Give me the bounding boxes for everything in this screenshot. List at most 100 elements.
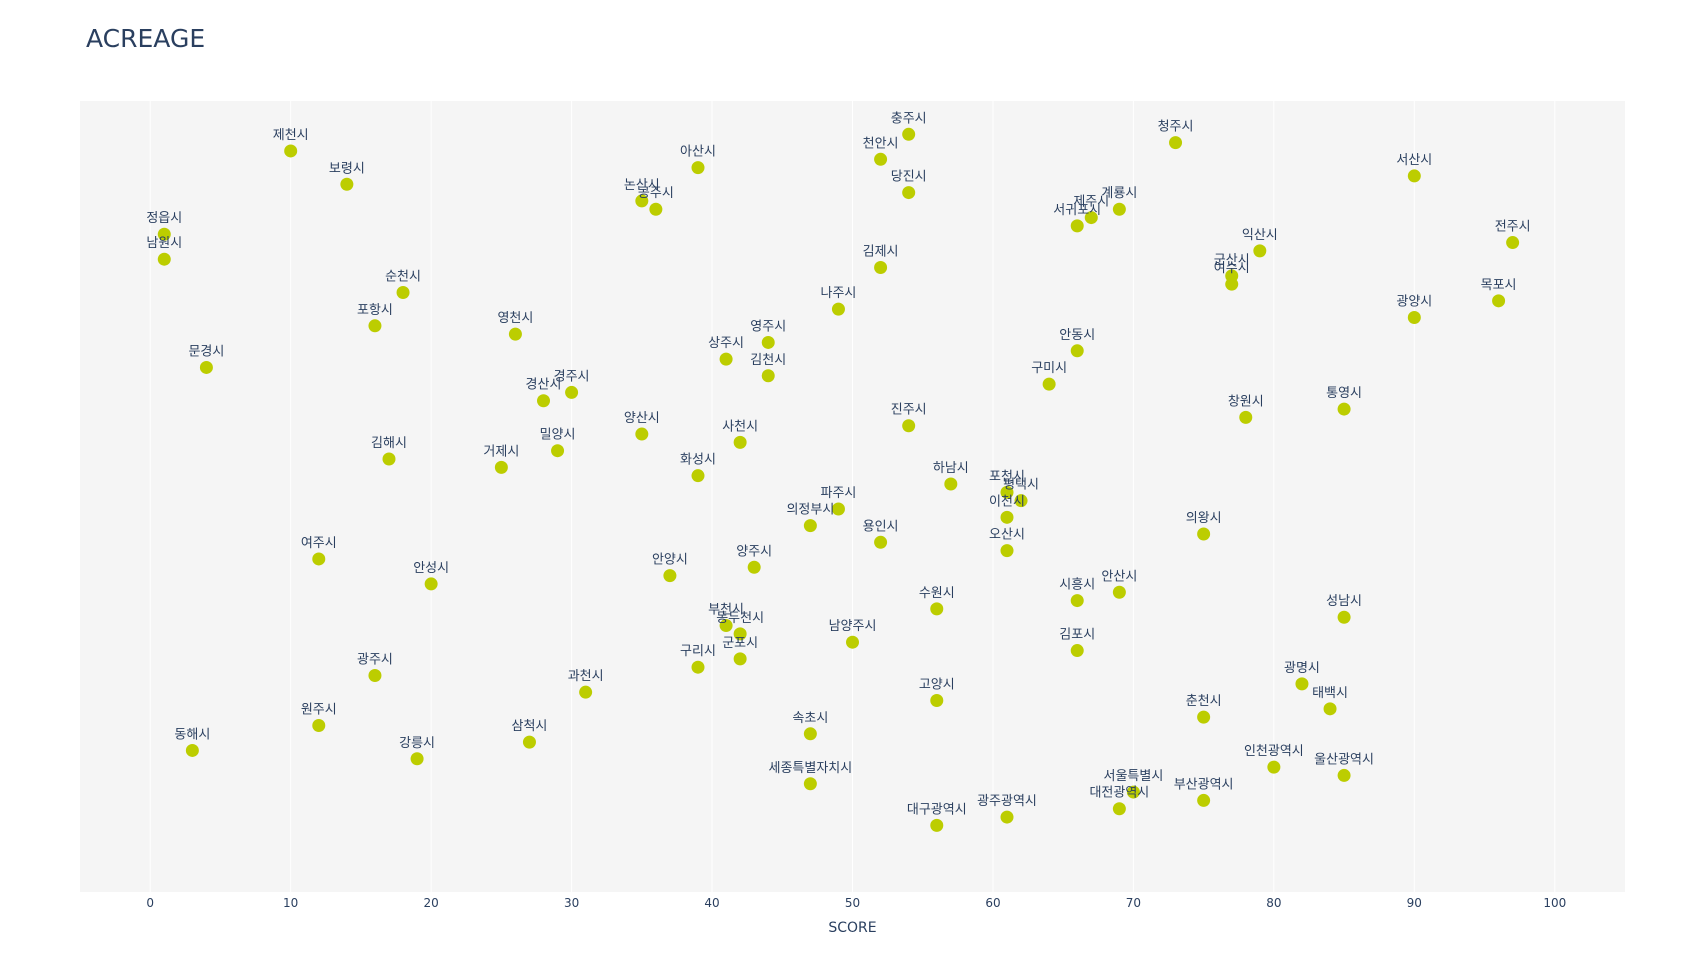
data-point[interactable] <box>368 319 382 333</box>
data-point[interactable] <box>1267 760 1281 774</box>
point-label: 포천시 <box>989 469 1025 484</box>
data-point[interactable] <box>944 477 958 491</box>
data-point[interactable] <box>579 685 593 699</box>
data-point[interactable] <box>930 602 944 616</box>
data-point[interactable] <box>874 535 888 549</box>
data-point[interactable] <box>1295 677 1309 691</box>
data-point[interactable] <box>635 427 649 441</box>
data-point[interactable] <box>1126 785 1140 799</box>
data-point[interactable] <box>1337 768 1351 782</box>
data-point[interactable] <box>1197 710 1211 724</box>
point-label: 경주시 <box>554 369 590 384</box>
data-point[interactable] <box>1070 219 1084 233</box>
data-point[interactable] <box>1407 169 1421 183</box>
data-point[interactable] <box>1239 410 1253 424</box>
data-point[interactable] <box>635 194 649 208</box>
data-point[interactable] <box>719 619 733 633</box>
data-point[interactable] <box>1042 377 1056 391</box>
data-point[interactable] <box>930 693 944 707</box>
data-point[interactable] <box>157 252 171 266</box>
data-point[interactable] <box>1253 244 1267 258</box>
data-point[interactable] <box>157 227 171 241</box>
data-point[interactable] <box>902 127 916 141</box>
data-point[interactable] <box>1112 202 1126 216</box>
chart-title: ACREAGE <box>86 24 206 53</box>
data-point[interactable] <box>831 502 845 516</box>
data-point[interactable] <box>1169 136 1183 150</box>
data-point[interactable] <box>508 327 522 341</box>
data-point[interactable] <box>312 552 326 566</box>
data-point[interactable] <box>1070 594 1084 608</box>
data-point[interactable] <box>691 660 705 674</box>
data-point[interactable] <box>902 186 916 200</box>
data-point[interactable] <box>494 460 508 474</box>
data-point[interactable] <box>1323 702 1337 716</box>
data-point[interactable] <box>803 777 817 791</box>
point-label: 서귀포시 <box>1053 203 1101 218</box>
data-point[interactable] <box>719 352 733 366</box>
data-point[interactable] <box>733 652 747 666</box>
data-point[interactable] <box>1197 527 1211 541</box>
data-point[interactable] <box>1070 344 1084 358</box>
data-point[interactable] <box>761 335 775 349</box>
point-label: 양산시 <box>624 411 660 426</box>
point-label: 과천시 <box>568 669 604 684</box>
data-point[interactable] <box>1112 802 1126 816</box>
data-point[interactable] <box>1337 610 1351 624</box>
data-point[interactable] <box>1197 793 1211 807</box>
point-label: 통영시 <box>1326 386 1362 401</box>
data-point[interactable] <box>930 818 944 832</box>
point-label: 진주시 <box>891 403 927 418</box>
point-label: 서울특별시 <box>1104 769 1164 784</box>
data-point[interactable] <box>312 718 326 732</box>
data-points <box>157 127 1520 832</box>
data-point[interactable] <box>284 144 298 158</box>
data-point[interactable] <box>1000 510 1014 524</box>
data-point[interactable] <box>396 286 410 300</box>
data-point[interactable] <box>522 735 536 749</box>
point-label: 서산시 <box>1396 153 1432 168</box>
data-point[interactable] <box>340 177 354 191</box>
data-point[interactable] <box>1000 810 1014 824</box>
data-point[interactable] <box>691 469 705 483</box>
data-point[interactable] <box>803 727 817 741</box>
data-point[interactable] <box>1000 485 1014 499</box>
data-point[interactable] <box>803 519 817 533</box>
data-point[interactable] <box>368 669 382 683</box>
data-point[interactable] <box>199 360 213 374</box>
data-point[interactable] <box>1000 544 1014 558</box>
point-label: 나주시 <box>821 286 857 301</box>
x-tick-label: 40 <box>704 896 719 910</box>
data-point[interactable] <box>902 419 916 433</box>
data-point[interactable] <box>747 560 761 574</box>
data-point[interactable] <box>649 202 663 216</box>
data-point[interactable] <box>1492 294 1506 308</box>
data-point[interactable] <box>410 752 424 766</box>
data-point[interactable] <box>565 385 579 399</box>
data-point[interactable] <box>874 261 888 275</box>
data-point[interactable] <box>1112 585 1126 599</box>
data-point[interactable] <box>691 161 705 175</box>
data-point[interactable] <box>551 444 565 458</box>
data-point[interactable] <box>846 635 859 649</box>
data-point[interactable] <box>382 452 396 466</box>
data-point[interactable] <box>1084 211 1098 225</box>
point-label: 원주시 <box>301 702 337 717</box>
data-point[interactable] <box>424 577 438 591</box>
data-point[interactable] <box>185 743 199 757</box>
data-point[interactable] <box>537 394 550 408</box>
data-point[interactable] <box>1337 402 1351 416</box>
data-point[interactable] <box>1407 310 1421 324</box>
data-point[interactable] <box>874 152 888 166</box>
x-tick-label: 90 <box>1407 896 1422 910</box>
data-point[interactable] <box>733 627 747 641</box>
data-point[interactable] <box>663 569 677 583</box>
point-label: 인천광역시 <box>1244 744 1304 759</box>
data-point[interactable] <box>1225 277 1239 291</box>
data-point[interactable] <box>733 435 747 449</box>
data-point[interactable] <box>761 369 775 383</box>
data-point[interactable] <box>831 302 845 316</box>
data-point[interactable] <box>1070 644 1084 658</box>
data-point[interactable] <box>1506 236 1520 250</box>
data-point[interactable] <box>1014 494 1028 508</box>
